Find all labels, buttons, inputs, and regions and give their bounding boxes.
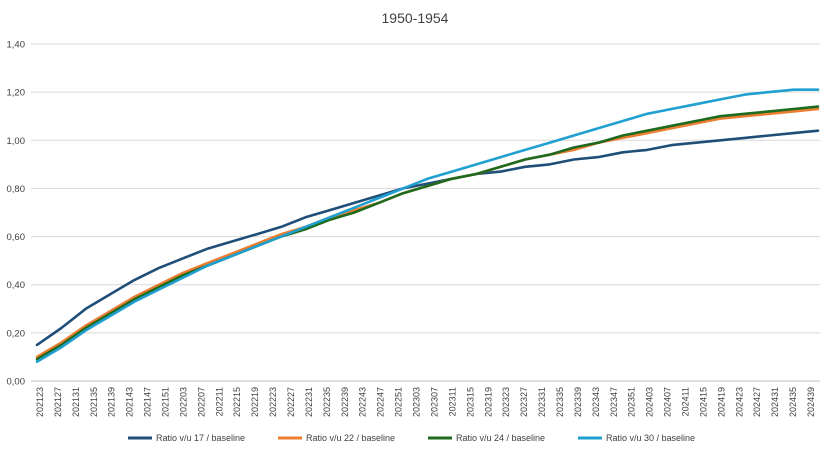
y-axis-ticks: 0,00 0,20 0,40 0,60 0,80 1,00 1,20 1,40 [7, 40, 26, 388]
x-tick-label: 202339 [573, 387, 583, 417]
x-tick-label: 202439 [806, 387, 816, 417]
x-tick-label: 202315 [465, 387, 475, 417]
x-tick-label: 202343 [591, 387, 601, 417]
x-tick-label: 202123 [35, 387, 45, 417]
x-tick-label: 202335 [555, 387, 565, 417]
x-tick-label: 202407 [663, 387, 673, 417]
series-lines [35, 88, 820, 364]
y-tick-label: 0,80 [7, 184, 26, 195]
x-tick-label: 202151 [160, 387, 170, 417]
x-tick-label: 202207 [196, 387, 206, 417]
x-tick-label: 202351 [627, 387, 637, 417]
x-tick-label: 202347 [609, 387, 619, 417]
x-tick-label: 202307 [429, 387, 439, 417]
x-tick-label: 202423 [734, 387, 744, 417]
x-tick-label: 202239 [340, 387, 350, 417]
x-tick-label: 202139 [107, 387, 117, 417]
y-tick-label: 1,00 [7, 136, 26, 147]
y-tick-label: 0,60 [7, 232, 26, 243]
y-tick-label: 1,20 [7, 88, 26, 99]
series-line-4 [35, 88, 820, 364]
legend-label: Ratio v/u 30 / baseline [606, 433, 695, 443]
series-line-2 [35, 107, 820, 359]
x-tick-label: 202303 [412, 387, 422, 417]
x-axis-ticks: 202123 202127 202131 202135 202139 202143 2021… [35, 387, 816, 417]
y-tick-label: 0,20 [7, 328, 26, 339]
y-tick-label: 1,40 [7, 40, 26, 51]
legend-label: Ratio v/u 17 / baseline [156, 433, 245, 443]
x-tick-label: 202247 [376, 387, 386, 417]
x-tick-label: 202215 [232, 387, 242, 417]
legend-label: Ratio v/u 22 / baseline [306, 433, 395, 443]
x-tick-label: 202223 [268, 387, 278, 417]
x-tick-label: 202235 [322, 387, 332, 417]
x-tick-label: 202419 [716, 387, 726, 417]
x-tick-label: 202403 [645, 387, 655, 417]
x-tick-label: 202311 [447, 387, 457, 416]
legend-label: Ratio v/u 24 / baseline [456, 433, 545, 443]
x-tick-label: 202131 [71, 387, 81, 417]
x-tick-label: 202327 [519, 387, 529, 417]
y-tick-label: 0,40 [7, 280, 26, 291]
x-tick-label: 202323 [501, 387, 511, 417]
gridlines [31, 43, 820, 382]
x-tick-label: 202431 [770, 387, 780, 417]
x-tick-label: 202219 [250, 387, 260, 417]
y-tick-label: 0,00 [7, 377, 26, 388]
x-tick-label: 202143 [125, 387, 135, 417]
x-tick-label: 202243 [358, 387, 368, 417]
x-tick-label: 202203 [178, 387, 188, 417]
x-tick-label: 202211 [214, 387, 224, 416]
series-line-3 [35, 105, 820, 361]
x-tick-label: 202435 [788, 387, 798, 417]
x-tick-label: 202331 [537, 387, 547, 417]
legend: Ratio v/u 17 / baseline Ratio v/u 22 / ba… [128, 433, 695, 443]
x-tick-label: 202411 [681, 387, 691, 416]
x-tick-label: 202415 [698, 387, 708, 417]
series-line-1 [35, 129, 820, 347]
x-tick-label: 202231 [304, 387, 314, 417]
x-tick-label: 202127 [53, 387, 63, 417]
x-tick-label: 202251 [394, 387, 404, 417]
x-tick-label: 202227 [286, 387, 296, 417]
x-tick-label: 202427 [752, 387, 762, 417]
chart-subtitle: 1950-1954 [382, 10, 449, 26]
x-tick-label: 202147 [143, 387, 153, 417]
x-tick-label: 202135 [89, 387, 99, 417]
x-tick-label: 202319 [483, 387, 493, 417]
